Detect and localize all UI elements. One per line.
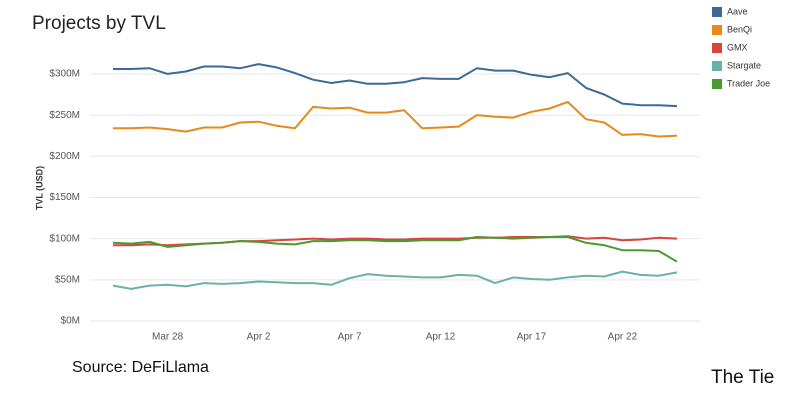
- y-tick-label: $200M: [49, 151, 80, 162]
- source: Source: DeFiLlama: [72, 359, 209, 376]
- chart-title: Projects by TVL: [32, 13, 166, 34]
- legend-label: Stargate: [727, 60, 761, 70]
- logo: The Tie: [711, 367, 774, 388]
- y-tick-label: $150M: [49, 192, 80, 203]
- legend-swatch: [712, 43, 722, 53]
- y-tick-label: $0M: [61, 316, 80, 327]
- legend-swatch: [712, 61, 722, 71]
- legend-swatch: [712, 25, 722, 35]
- x-tick-label: Apr 12: [426, 332, 456, 343]
- line-series: [113, 100, 678, 138]
- x-tick-label: Apr 17: [517, 332, 547, 343]
- y-tick-label: $250M: [49, 110, 80, 121]
- legend-swatch: [712, 7, 722, 17]
- y-axis-label: TVL (USD): [34, 166, 44, 210]
- x-tick-label: Mar 28: [152, 332, 184, 343]
- x-tick-label: Apr 7: [338, 332, 362, 343]
- x-tick-label: Apr 2: [247, 332, 271, 343]
- legend-label: GMX: [727, 42, 748, 52]
- line-series: [112, 270, 678, 290]
- legend-label: Trader Joe: [727, 78, 770, 88]
- legend-label: Aave: [727, 6, 748, 16]
- y-tick-label: $50M: [55, 274, 80, 285]
- y-tick-label: $100M: [49, 233, 80, 244]
- line-series: [113, 63, 678, 108]
- x-tick-label: Apr 22: [608, 332, 638, 343]
- legend-label: BenQi: [727, 24, 752, 34]
- legend-swatch: [712, 79, 722, 89]
- y-tick-label: $300M: [49, 69, 80, 80]
- line-series: [112, 236, 678, 263]
